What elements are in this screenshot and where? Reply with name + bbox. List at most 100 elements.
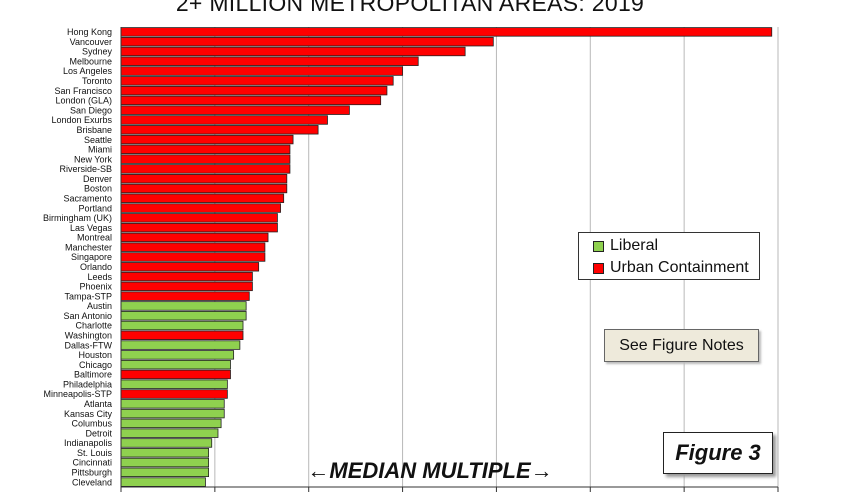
category-label: Dallas-FTW: [65, 340, 113, 350]
bar: [120, 105, 350, 115]
bar: [120, 242, 266, 252]
bar: [120, 27, 773, 37]
bar: [120, 330, 244, 340]
bar: [120, 76, 394, 86]
category-label: San Francisco: [54, 86, 112, 96]
category-label: Cleveland: [72, 477, 112, 487]
bar: [120, 36, 494, 47]
category-label: Hong Kong: [67, 27, 112, 37]
category-label: New York: [74, 154, 113, 164]
legend-item-urban-containment: Urban Containment: [593, 257, 759, 279]
category-label: Orlando: [80, 262, 112, 272]
category-label: Birmingham (UK): [43, 213, 112, 223]
category-label: London (GLA): [55, 96, 112, 106]
category-label: Melbourne: [69, 56, 112, 66]
category-label: Portland: [78, 203, 112, 213]
bar: [120, 320, 244, 331]
category-label: Seattle: [84, 135, 112, 145]
category-label: Austin: [87, 301, 112, 311]
category-label: San Antonio: [63, 311, 112, 321]
bar: [120, 66, 403, 76]
category-label: Baltimore: [74, 370, 112, 380]
bar: [120, 134, 294, 145]
category-label: Montreal: [77, 233, 112, 243]
bar: [120, 291, 250, 301]
bar: [120, 222, 278, 233]
bar: [120, 359, 231, 370]
bar: [120, 164, 291, 174]
bar: [120, 311, 247, 321]
category-label: London Exurbs: [51, 115, 112, 125]
legend-item-liberal: Liberal: [593, 235, 759, 257]
bar: [120, 340, 241, 350]
bar: [120, 457, 209, 468]
category-label: Manchester: [65, 242, 112, 252]
bar: [120, 262, 260, 272]
bar: [120, 203, 281, 213]
chart-title: 2+ MILLION METROPOLITAN AREAS: 2019: [175, 0, 645, 16]
category-label: Toronto: [82, 76, 112, 86]
bar: [120, 154, 291, 164]
bar: [120, 428, 219, 438]
x-axis-label: ←MEDIAN MULTIPLE→: [307, 458, 553, 483]
category-label: Houston: [78, 350, 112, 360]
category-label: Singapore: [71, 252, 112, 262]
bar: [120, 144, 291, 155]
bar: [120, 115, 328, 125]
category-label: Atlanta: [84, 399, 112, 409]
bar: [120, 85, 388, 96]
category-label: Denver: [83, 174, 112, 184]
bar: [120, 183, 288, 194]
legend-swatch-liberal: [593, 240, 604, 252]
bar: [120, 399, 225, 409]
category-label: Detroit: [85, 428, 112, 438]
bar: [120, 125, 319, 135]
bar: [120, 379, 228, 389]
category-label: Charlotte: [75, 321, 112, 331]
category-label: Sydney: [82, 47, 113, 57]
bar: [120, 252, 266, 262]
category-label: San Diego: [70, 105, 112, 115]
category-label: Kansas City: [64, 409, 113, 419]
bar: [120, 174, 288, 184]
bar: [120, 281, 253, 292]
see-figure-notes-button[interactable]: See Figure Notes: [604, 329, 759, 362]
bar: [120, 350, 235, 360]
bar: [120, 438, 213, 448]
bar: [120, 477, 206, 487]
category-label: Brisbane: [76, 125, 112, 135]
bar: [120, 95, 382, 106]
bar: [120, 467, 209, 478]
bar: [120, 448, 209, 458]
bar: [120, 271, 253, 282]
bar: [120, 56, 419, 66]
category-label: Cincinnati: [72, 458, 112, 468]
category-label: Philadelphia: [63, 379, 112, 389]
category-label: Pittsburgh: [71, 468, 112, 478]
bar: [120, 389, 228, 399]
bar: [120, 213, 278, 223]
bar: [120, 408, 225, 419]
bar: [120, 418, 222, 429]
bar: [120, 232, 269, 243]
bar: [120, 301, 247, 311]
category-label: Boston: [84, 184, 112, 194]
bar: [120, 369, 231, 380]
legend-label-liberal: Liberal: [610, 237, 659, 254]
bar: [120, 193, 285, 203]
legend-label-urban-containment: Urban Containment: [610, 259, 749, 276]
figure-label: Figure 3: [663, 432, 773, 474]
category-label: Indianapolis: [64, 438, 113, 448]
category-label: Riverside-SB: [59, 164, 112, 174]
bar: [120, 46, 466, 57]
category-label: Las Vegas: [70, 223, 113, 233]
category-label: Miami: [88, 145, 112, 155]
legend: Liberal Urban Containment: [578, 232, 760, 280]
category-label: Leeds: [87, 272, 112, 282]
category-label: Phoenix: [79, 282, 112, 292]
category-label: Columbus: [71, 419, 112, 429]
category-label: Los Angeles: [63, 66, 113, 76]
category-label: St. Louis: [77, 448, 113, 458]
category-label: Chicago: [79, 360, 112, 370]
